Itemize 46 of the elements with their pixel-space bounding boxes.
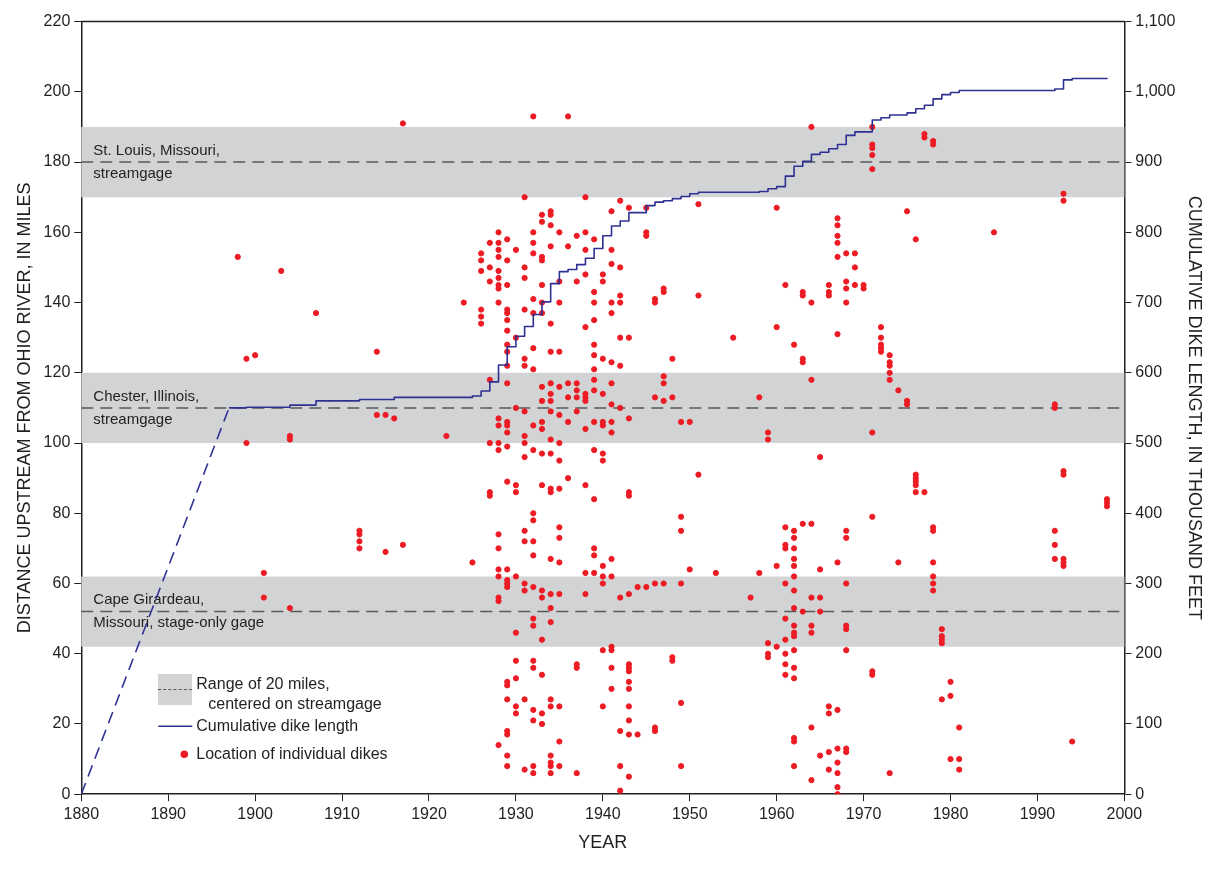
- y2-tick-label: 600: [1135, 363, 1163, 381]
- x-tick-label: 1900: [237, 805, 274, 823]
- y2-tick-label: 0: [1135, 784, 1145, 802]
- y-tick-label: 200: [43, 82, 71, 100]
- y-tick-label: 0: [61, 784, 71, 802]
- y-tick-label: 100: [43, 433, 71, 451]
- y2-tick-label: 900: [1135, 152, 1163, 170]
- y2-tick-label: 1,000: [1135, 82, 1176, 100]
- x-tick-label: 1940: [585, 805, 621, 823]
- x-tick-label: 1970: [845, 805, 882, 823]
- legend-label: Cumulative dike length: [196, 716, 359, 734]
- y2-tick-label: 200: [1135, 644, 1163, 662]
- x-tick-label: 2000: [1106, 805, 1143, 823]
- band-label: Cape Girardeau, Missouri, stage-only gage: [93, 590, 265, 631]
- y-tick-label: 160: [43, 222, 71, 240]
- y-tick-label: 40: [52, 644, 71, 662]
- x-tick-label: 1950: [671, 805, 708, 823]
- y-tick-label: 60: [52, 573, 71, 591]
- x-tick-label: 1890: [150, 805, 187, 823]
- band-label: St. Louis, Missouri, streamgage: [93, 140, 221, 181]
- legend-label: Location of individual dikes: [196, 744, 388, 762]
- annotation: Range of 20 miles, centered on streamgage: [196, 674, 382, 712]
- y-tick-label: 140: [43, 292, 71, 310]
- x-tick-label: 1880: [63, 805, 100, 823]
- y-tick-label: 220: [43, 12, 71, 30]
- y2-tick-label: 800: [1135, 222, 1163, 240]
- y-tick-label: 180: [43, 152, 71, 170]
- y2-tick-label: 300: [1135, 573, 1163, 591]
- y2-tick-label: 700: [1135, 292, 1163, 310]
- y2-axis-title: CUMULATIVE DIKE LENGTH, IN THOUSAND FEET: [1185, 195, 1206, 621]
- y2-tick-label: 100: [1135, 714, 1163, 732]
- x-axis-title: YEAR: [578, 832, 628, 853]
- band-label: Chester, Illinois, streamgage: [93, 386, 200, 427]
- y-tick-label: 20: [52, 714, 71, 732]
- x-tick-label: 1980: [932, 805, 969, 823]
- x-tick-label: 1910: [324, 805, 360, 823]
- y-tick-label: 120: [43, 363, 71, 381]
- x-tick-label: 1960: [758, 805, 795, 823]
- y-tick-label: 80: [52, 503, 71, 521]
- y2-tick-label: 1,100: [1135, 12, 1176, 30]
- x-tick-label: 1920: [411, 805, 447, 823]
- y2-tick-label: 400: [1135, 503, 1163, 521]
- x-tick-label: 1930: [498, 805, 534, 823]
- y2-tick-label: 500: [1135, 433, 1163, 451]
- x-tick-label: 1990: [1019, 805, 1056, 823]
- y-axis-title: DISTANCE UPSTREAM FROM OHIO RIVER, IN MILES: [13, 182, 34, 634]
